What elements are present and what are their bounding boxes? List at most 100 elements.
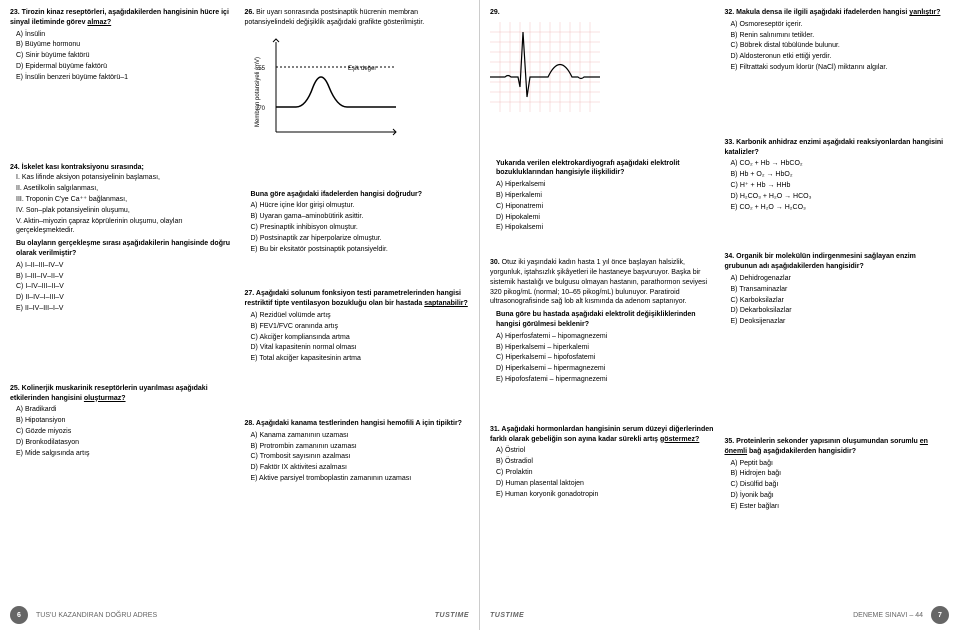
q27-e: E) Total akciğer kapasitesinin artma (245, 354, 470, 364)
q24: 24. İskelet kası kontraksiyonu sırasında… (10, 163, 235, 314)
q28-num: 28. (245, 420, 255, 427)
q33-title: Karbonik anhidraz enzimi aşağıdaki reaks… (725, 139, 944, 156)
q35-title: Proteinlerin sekonder yapısının oluşumun… (734, 438, 920, 445)
q26-b: B) Uyaran gama–aminobütirik asittir. (245, 212, 470, 222)
q33-num: 33. (725, 139, 735, 146)
q23-num: 23. (10, 9, 20, 16)
q34-c: C) Karboksilazlar (725, 296, 950, 306)
q31-c: C) Prolaktin (490, 468, 715, 478)
chart-y1: -55 (256, 66, 265, 72)
q27-b: B) FEV1/FVC oranında artış (245, 322, 470, 332)
q25-num: 25. (10, 385, 20, 392)
q34: 34. Organik bir molekülün indirgenmesini… (725, 252, 950, 327)
footer-text-left: TUS'U KAZANDIRAN DOĞRU ADRES (36, 612, 157, 619)
col-l1: 23. Tirozin kinaz reseptörleri, aşağıdak… (10, 8, 235, 494)
q27-u: saptanabilir? (424, 300, 468, 307)
q35-b: B) Hidrojen bağı (725, 469, 950, 479)
q33-d: D) H₂CO₃ + H₂O → HCO₃ (725, 192, 950, 202)
q31-e: E) Human koryonik gonadotropin (490, 490, 715, 500)
q24-c: C) I–IV–III–II–V (10, 282, 235, 292)
columns-right: 29. Yukarıda verilen ele (490, 8, 949, 522)
q24-b: B) I–III–IV–II–V (10, 272, 235, 282)
col-r2: 32. Makula densa ile ilgili aşağıdaki if… (725, 8, 950, 522)
q24-r1: I. Kas lifinde aksiyon potansiyelinin ba… (10, 173, 235, 183)
ecg-e: E) Hipokalsemi (490, 223, 715, 233)
q28-e: E) Aktive parsiyel tromboplastin zamanın… (245, 474, 470, 484)
q31-d: D) Human plasental laktojen (490, 479, 715, 489)
q35-e: E) Ester bağları (725, 502, 950, 512)
q28-d: D) Faktör IX aktivitesi azalması (245, 463, 470, 473)
q28-c: C) Trombosit sayısının azalması (245, 452, 470, 462)
q30-num: 30. (490, 259, 500, 266)
q23-c: C) Sinir büyüme faktörü (10, 51, 235, 61)
q24-a: A) I–II–III–IV–V (10, 261, 235, 271)
ecg-pre: Yukarıda verilen elektrokardiyografı aşa… (490, 159, 715, 179)
page-right: 29. Yukarıda verilen ele (480, 0, 959, 630)
q30-sub: Buna göre bu hastada aşağıdaki elektroli… (490, 310, 715, 330)
footer-text-right: DENEME SINAVI – 44 (853, 612, 923, 619)
q25-a: A) Bradikardi (10, 405, 235, 415)
q23-b: B) Büyüme hormonu (10, 40, 235, 50)
q24-sub: Bu olayların gerçekleşme sırası aşağıdak… (10, 239, 235, 259)
q30-e: E) Hipofosfatemi – hipermagnezemi (490, 375, 715, 385)
q25-d: D) Bronkodilatasyon (10, 438, 235, 448)
q25-u: oluşturmaz? (84, 395, 126, 402)
q34-title: Organik bir molekülün indirgenmesini sağ… (725, 253, 916, 270)
ecg-chart (490, 22, 715, 116)
q31-b: B) Östradiol (490, 457, 715, 467)
ecg-c: C) Hiponatremi (490, 202, 715, 212)
q24-title: İskelet kası kontraksiyonu sırasında; (20, 164, 144, 171)
col-l2: 26. Bir uyarı sonrasında postsinaptik hü… (245, 8, 470, 494)
q29-num: 29. (490, 9, 500, 16)
q33: 33. Karbonik anhidraz enzimi aşağıdaki r… (725, 138, 950, 213)
q34-num: 34. (725, 253, 735, 260)
q23: 23. Tirozin kinaz reseptörleri, aşağıdak… (10, 8, 235, 83)
q32-title: Makula densa ile ilgili aşağıdaki ifadel… (734, 9, 909, 16)
q26: 26. Bir uyarı sonrasında postsinaptik hü… (245, 8, 470, 254)
q26-title: Bir uyarı sonrasında postsinaptik hücren… (245, 9, 425, 26)
q30-d: D) Hiperkalsemi – hipermagnezemi (490, 364, 715, 374)
q31: 31. Aşağıdaki hormonlardan hangisinin se… (490, 425, 715, 500)
q27-num: 27. (245, 290, 255, 297)
q26-e: E) Bu bir eksitatör postsinaptik potansi… (245, 245, 470, 255)
ecg-d: D) Hipokalemi (490, 213, 715, 223)
q32-a: A) Osmoreseptör içerir. (725, 20, 950, 30)
q24-r3: III. Troponin C'ye Ca⁺⁺ bağlanması, (10, 195, 235, 205)
q33-b: B) Hb + O₂ → HbO₂ (725, 170, 950, 180)
q25-c: C) Gözde miyozis (10, 427, 235, 437)
page-num-left: 6 (10, 606, 28, 624)
q35-title2: bağ aşağıdakilerden hangisidir? (747, 448, 856, 455)
q26-c: C) Presinaptik inhibisyon olmuştur. (245, 223, 470, 233)
q26-chart: Membran potansiyeli (mV) Eşik değer -55 … (251, 32, 470, 142)
q23-u: almaz? (87, 19, 111, 26)
q28: 28. Aşağıdaki kanama testlerinden hangis… (245, 419, 470, 484)
q35: 35. Proteinlerin sekonder yapısının oluş… (725, 437, 950, 512)
q27-c: C) Akciğer kompliansında artma (245, 333, 470, 343)
ecg-b: B) Hiperkalemi (490, 191, 715, 201)
q33-c: C) H⁺ + Hb → HHb (725, 181, 950, 191)
q33-e: E) CO₂ + H₂O → H₂CO₃ (725, 203, 950, 213)
q24-num: 24. (10, 164, 20, 171)
q28-a: A) Kanama zamanının uzaması (245, 431, 470, 441)
q32: 32. Makula densa ile ilgili aşağıdaki if… (725, 8, 950, 73)
q31-u: göstermez? (660, 436, 699, 443)
chart-curve (276, 77, 396, 107)
q32-b: B) Renin salınımını tetikler. (725, 31, 950, 41)
q23-d: D) Epidermal büyüme faktörü (10, 62, 235, 72)
q32-d: D) Aldosteronun etki ettiği yerdir. (725, 52, 950, 62)
q24-e: E) II–IV–III–I–V (10, 304, 235, 314)
q30: 30. Otuz iki yaşındaki kadın hasta 1 yıl… (490, 258, 715, 385)
page-num-right: 7 (931, 606, 949, 624)
q25: 25. Kolinerjik muskarinik reseptörlerin … (10, 384, 235, 459)
q24-r4: IV. Son–plak potansiyelinin oluşumu, (10, 206, 235, 216)
q28-title: Aşağıdaki kanama testlerinden hangisi he… (254, 420, 462, 427)
q32-c: C) Böbrek distal tübülünde bulunur. (725, 41, 950, 51)
q34-e: E) Deoksijenazlar (725, 317, 950, 327)
q32-u: yanlıştır? (909, 9, 940, 16)
ecg-grid (490, 22, 600, 112)
footer-right: TUSTIME DENEME SINAVI – 44 7 (480, 606, 959, 624)
q27-a: A) Rezidüel volümde artış (245, 311, 470, 321)
q23-e: E) İnsülin benzeri büyüme faktörü–1 (10, 73, 235, 83)
q35-a: A) Peptit bağı (725, 459, 950, 469)
ecg-a: A) Hiperkalsemi (490, 180, 715, 190)
